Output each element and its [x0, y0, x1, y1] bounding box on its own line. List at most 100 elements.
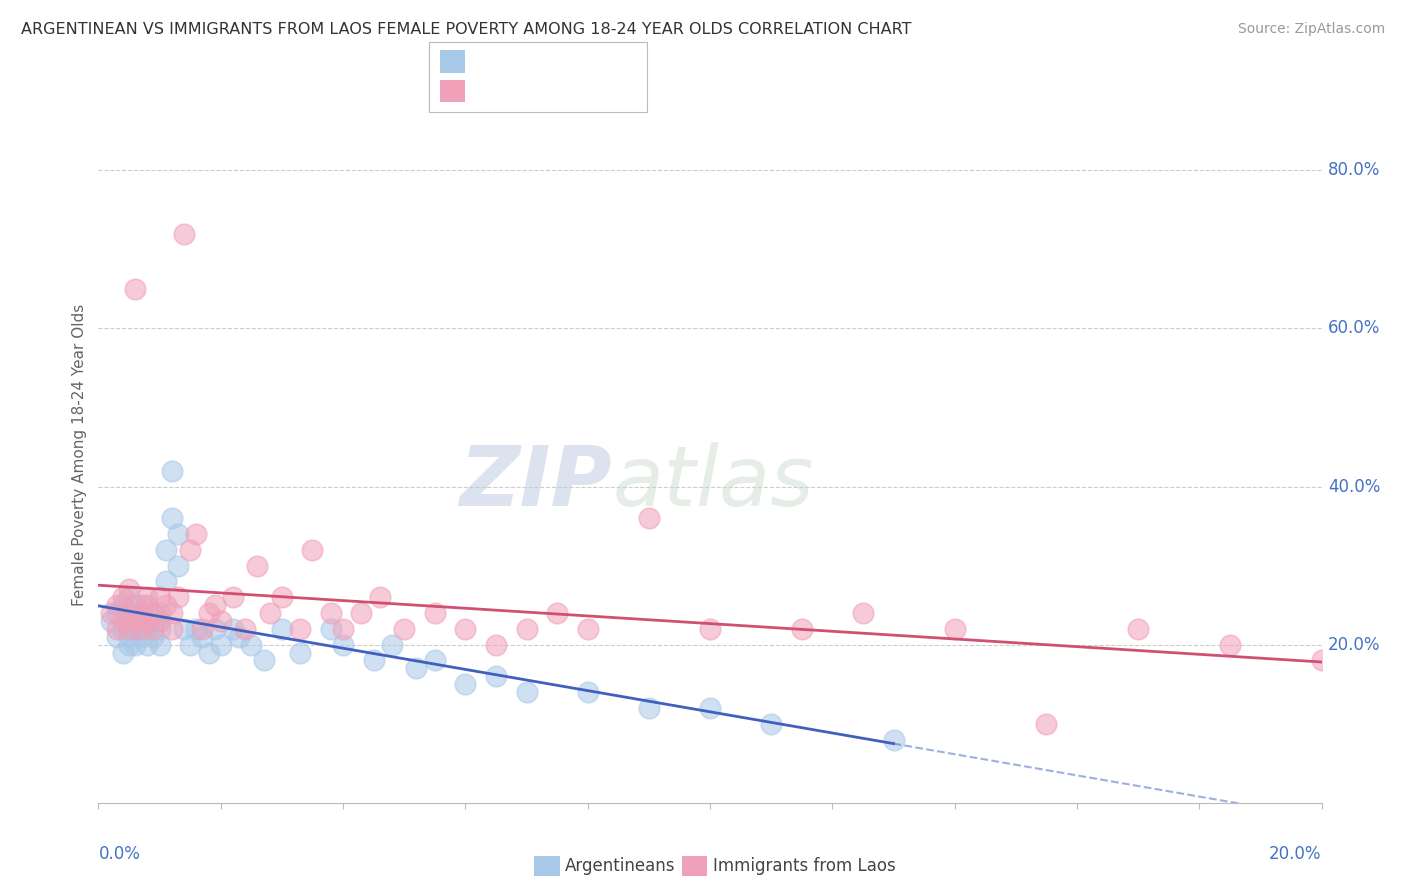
Point — [191, 622, 214, 636]
Point — [191, 630, 214, 644]
Point — [160, 464, 183, 478]
Text: 20.0%: 20.0% — [1327, 636, 1381, 654]
Text: 80.0%: 80.0% — [1327, 161, 1381, 179]
Point — [332, 638, 354, 652]
Point — [423, 606, 446, 620]
Point — [118, 622, 141, 636]
Point — [209, 638, 232, 652]
Point — [1219, 638, 1241, 652]
Point — [118, 638, 141, 652]
Point — [516, 685, 538, 699]
Point — [129, 614, 152, 628]
Point — [155, 598, 177, 612]
Point — [209, 614, 232, 628]
Point — [136, 606, 159, 620]
Point — [124, 282, 146, 296]
Point — [546, 606, 568, 620]
Point — [454, 622, 477, 636]
Point — [105, 622, 128, 636]
Point — [301, 542, 323, 557]
Point — [124, 614, 146, 628]
Point — [149, 638, 172, 652]
Point — [637, 701, 661, 715]
Point — [118, 582, 141, 597]
Point — [111, 614, 134, 628]
Point — [699, 622, 721, 636]
Point — [129, 598, 152, 612]
Point — [136, 598, 159, 612]
Point — [1035, 716, 1057, 731]
Point — [179, 638, 201, 652]
Point — [105, 606, 128, 620]
Point — [142, 630, 165, 644]
Point — [222, 622, 245, 636]
Point — [142, 614, 165, 628]
Text: -0.190: -0.190 — [502, 52, 561, 70]
Point — [167, 527, 190, 541]
Point — [197, 606, 219, 620]
Text: atlas: atlas — [612, 442, 814, 524]
Point — [155, 574, 177, 589]
Point — [167, 558, 190, 573]
Point — [423, 653, 446, 667]
Point — [155, 542, 177, 557]
Point — [204, 622, 226, 636]
Text: -0.036: -0.036 — [502, 81, 561, 99]
Point — [319, 606, 342, 620]
Text: Immigrants from Laos: Immigrants from Laos — [713, 857, 896, 875]
Point — [290, 622, 312, 636]
Text: N =: N = — [567, 52, 603, 70]
Point — [173, 622, 195, 636]
Point — [699, 701, 721, 715]
Point — [124, 598, 146, 612]
Point — [381, 638, 404, 652]
Point — [454, 677, 477, 691]
Point — [368, 591, 391, 605]
Point — [105, 630, 128, 644]
Point — [160, 511, 183, 525]
Point — [100, 614, 122, 628]
Point — [759, 716, 782, 731]
Text: Source: ZipAtlas.com: Source: ZipAtlas.com — [1237, 22, 1385, 37]
Text: Argentineans: Argentineans — [565, 857, 676, 875]
Point — [136, 622, 159, 636]
Point — [100, 606, 122, 620]
Point — [149, 614, 172, 628]
Point — [252, 653, 274, 667]
Point — [129, 630, 152, 644]
Point — [233, 622, 256, 636]
Point — [118, 614, 141, 628]
Text: 58: 58 — [595, 81, 617, 99]
Point — [516, 622, 538, 636]
Point — [111, 646, 134, 660]
Point — [186, 622, 208, 636]
Text: ZIP: ZIP — [460, 442, 612, 524]
Text: 60.0%: 60.0% — [1327, 319, 1381, 337]
Point — [350, 606, 373, 620]
Point — [149, 606, 172, 620]
Point — [111, 622, 134, 636]
Point — [319, 622, 342, 636]
Point — [1128, 622, 1150, 636]
Point — [124, 606, 146, 620]
Point — [405, 661, 427, 675]
Point — [136, 614, 159, 628]
Text: 20.0%: 20.0% — [1270, 845, 1322, 863]
Point — [290, 646, 312, 660]
Point — [790, 622, 813, 636]
Point — [576, 622, 599, 636]
Point — [246, 558, 269, 573]
Point — [392, 622, 416, 636]
Point — [332, 622, 354, 636]
Point — [118, 591, 141, 605]
Text: R =: R = — [474, 52, 510, 70]
Point — [149, 622, 172, 636]
Point — [363, 653, 385, 667]
Point — [270, 591, 292, 605]
Point — [129, 606, 152, 620]
Point — [118, 606, 141, 620]
Point — [270, 622, 292, 636]
Point — [228, 630, 250, 644]
Point — [1310, 653, 1333, 667]
Point — [259, 606, 281, 620]
